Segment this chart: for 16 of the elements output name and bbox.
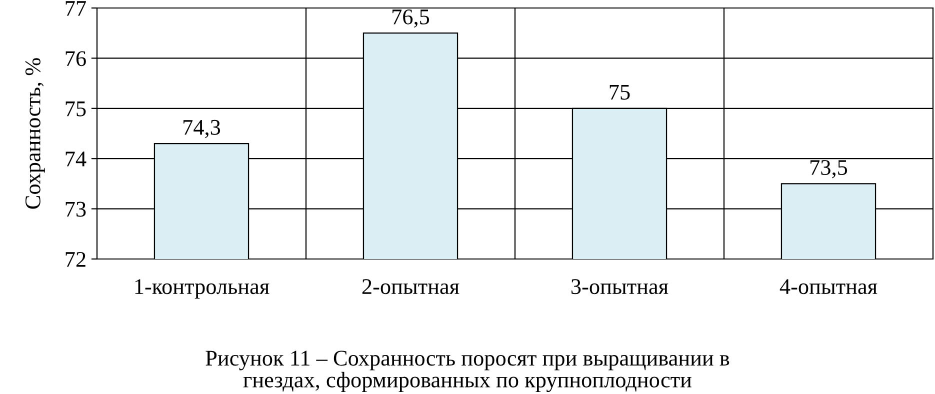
- data-label: 73,5: [810, 160, 848, 178]
- x-tick-label: 3-опытная: [571, 279, 668, 294]
- y-tick-label: 72: [66, 252, 86, 267]
- x-tick-label: 1-контрольная: [135, 279, 270, 299]
- y-tick-label: 73: [66, 202, 86, 217]
- y-tick-label: 74: [66, 152, 86, 166]
- text: Рисунок 11 – Сохранность поросят при выращивании в гнездах, сформированных по крупноплодности: [206, 350, 730, 392]
- y-tick-label: 76: [66, 51, 86, 66]
- x-tick-label: 2-опытная: [362, 279, 460, 294]
- y-tick-label: 77: [66, 1, 86, 16]
- data-label: 76,5: [392, 9, 430, 28]
- y-tick-label: 75: [66, 102, 86, 116]
- data-label: 74,3: [184, 120, 220, 138]
- x-tick-label: 4-опытная: [780, 279, 878, 294]
- y-axis-title: Сохранность, %: [25, 58, 45, 209]
- data-label: 75: [610, 84, 630, 100]
